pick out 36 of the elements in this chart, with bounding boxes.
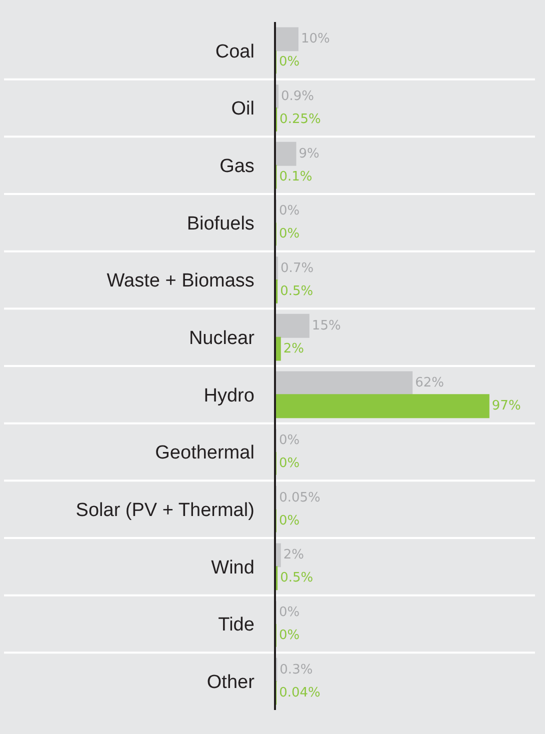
data-label: 62% — [415, 376, 444, 391]
data-label: 0% — [279, 456, 300, 471]
data-label: 0% — [279, 628, 300, 643]
data-label: 0.7% — [280, 261, 314, 276]
data-label: 0.5% — [280, 570, 314, 586]
y-tick-label: Wind — [211, 557, 254, 578]
data-label: 10% — [300, 32, 330, 47]
data-label: 0.1% — [279, 169, 312, 184]
y-tick-label: Coal — [215, 41, 254, 62]
y-tick-label: Oil — [231, 98, 254, 120]
data-label: 0.5% — [280, 284, 314, 299]
y-tick-label: Tide — [218, 614, 254, 636]
y-tick-label: Biofuels — [186, 213, 254, 234]
y-tick-label: Other — [206, 672, 256, 693]
y-tick-label: Gas — [220, 156, 254, 177]
data-label: 0.3% — [280, 662, 313, 678]
data-label: 0.04% — [279, 685, 320, 700]
data-label: 2% — [283, 548, 304, 563]
y-tick-label: Solar (PV + Thermal) — [76, 500, 254, 521]
data-label: 0.25% — [280, 112, 321, 127]
data-label: 0% — [279, 54, 300, 70]
data-label: 0% — [279, 204, 300, 219]
data-label: 0% — [279, 513, 300, 528]
data-label: 0% — [279, 433, 300, 448]
data-label: 2% — [283, 341, 304, 356]
y-tick-label: Waste + Biomass — [106, 270, 254, 292]
data-label: 0% — [279, 226, 300, 242]
data-label: 0.9% — [280, 89, 314, 104]
y-tick-label: Nuclear — [188, 328, 256, 349]
y-tick-label: Geothermal — [155, 442, 254, 464]
data-label: 0% — [279, 605, 300, 620]
data-label: 15% — [312, 318, 341, 334]
y-tick-label: Hydro — [204, 385, 254, 406]
data-label: 9% — [298, 146, 320, 162]
data-label: 97% — [492, 398, 521, 414]
data-label: 0.05% — [279, 490, 320, 506]
